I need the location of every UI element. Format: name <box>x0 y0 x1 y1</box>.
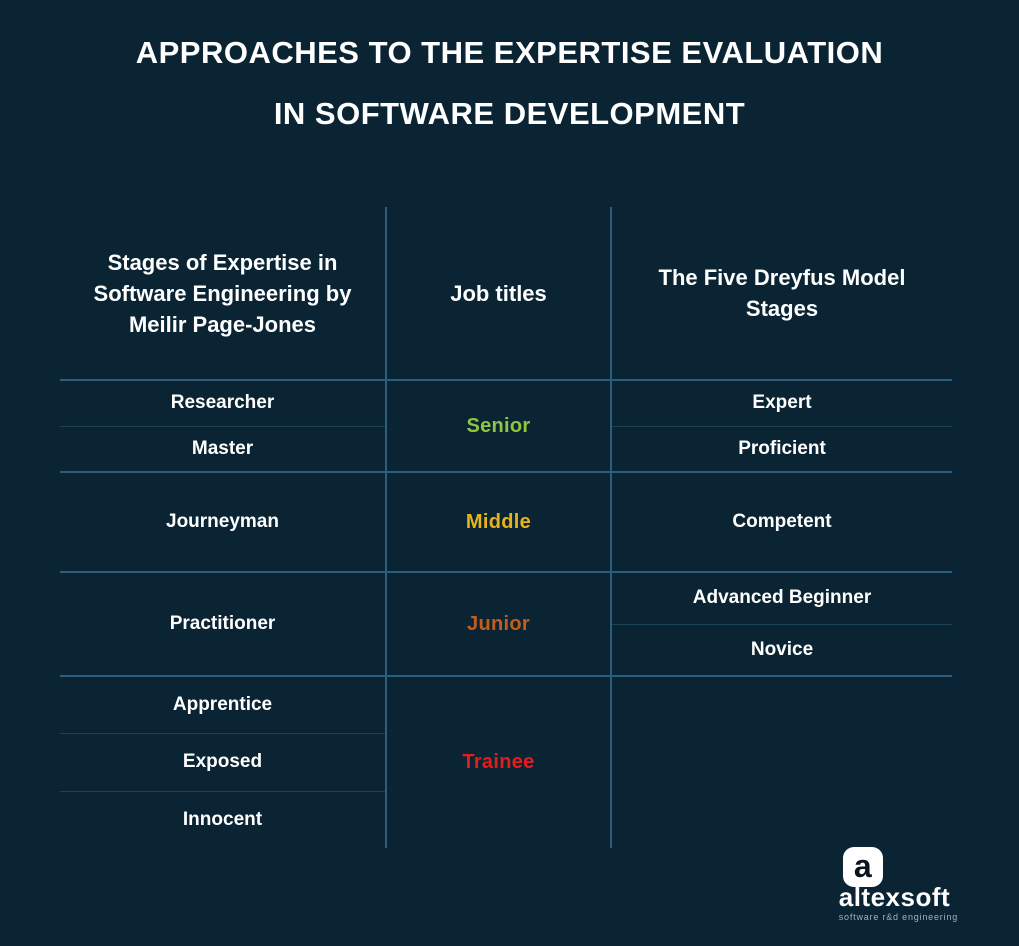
stage-practitioner: Practitioner <box>169 613 276 634</box>
table-group-trainee: Apprentice Exposed Innocent Trainee <box>60 677 952 848</box>
stage-master: Master <box>60 425 385 472</box>
job-title-middle: Middle <box>385 473 612 571</box>
table-group-senior: Researcher Master Senior Expert Proficie… <box>60 381 952 473</box>
page-title: APPROACHES TO THE EXPERTISE EVALUATION I… <box>0 22 1019 144</box>
stages-cell-trainee: Apprentice Exposed Innocent <box>60 677 385 848</box>
table-group-junior: Practitioner Junior Advanced Beginner No… <box>60 573 952 677</box>
dreyfus-novice: Novice <box>612 623 952 676</box>
job-title-trainee: Trainee <box>385 677 612 848</box>
altexsoft-wordmark: altexsoft <box>838 882 951 912</box>
stages-cell-junior: Practitioner <box>60 573 385 675</box>
stage-researcher: Researcher <box>170 392 275 414</box>
column-header-dreyfus-stages: The Five Dreyfus Model Stages <box>658 265 906 321</box>
dreyfus-advanced-beginner: Advanced Beginner <box>692 587 872 609</box>
dreyfus-cell-senior: Expert Proficient <box>612 381 952 471</box>
dreyfus-proficient: Proficient <box>612 425 952 472</box>
altexsoft-tagline: software r&d engineering <box>838 912 958 922</box>
dreyfus-cell-middle: Competent <box>612 473 952 571</box>
stage-journeyman: Journeyman <box>166 511 279 532</box>
expertise-comparison-table: Stages of Expertise in Software Engineer… <box>60 207 952 848</box>
altexsoft-logo: a altexsoft software r&d engineering <box>839 847 958 922</box>
altexsoft-a-icon: a <box>842 847 883 887</box>
table-group-middle: Journeyman Middle Competent <box>60 473 952 573</box>
job-title-junior: Junior <box>385 573 612 675</box>
table-header-row: Stages of Expertise in Software Engineer… <box>60 207 952 381</box>
stage-exposed: Exposed <box>60 733 385 790</box>
stages-cell-middle: Journeyman <box>60 473 385 571</box>
stage-innocent: Innocent <box>60 790 385 848</box>
dreyfus-cell-junior: Advanced Beginner Novice <box>612 573 952 675</box>
page-title-line-2: IN SOFTWARE DEVELOPMENT <box>273 96 746 131</box>
dreyfus-competent: Competent <box>732 511 832 532</box>
stages-cell-senior: Researcher Master <box>60 381 385 471</box>
page-title-line-1: APPROACHES TO THE EXPERTISE EVALUATION <box>135 35 884 70</box>
column-header-job-titles: Job titles <box>385 207 612 379</box>
altexsoft-icon-glyph: a <box>853 848 872 884</box>
stage-apprentice: Apprentice <box>172 694 273 716</box>
dreyfus-cell-trainee-empty <box>612 677 952 848</box>
column-header-page-jones-stages: Stages of Expertise in Software Engineer… <box>93 249 352 337</box>
dreyfus-expert: Expert <box>752 392 812 414</box>
job-title-senior: Senior <box>385 381 612 471</box>
